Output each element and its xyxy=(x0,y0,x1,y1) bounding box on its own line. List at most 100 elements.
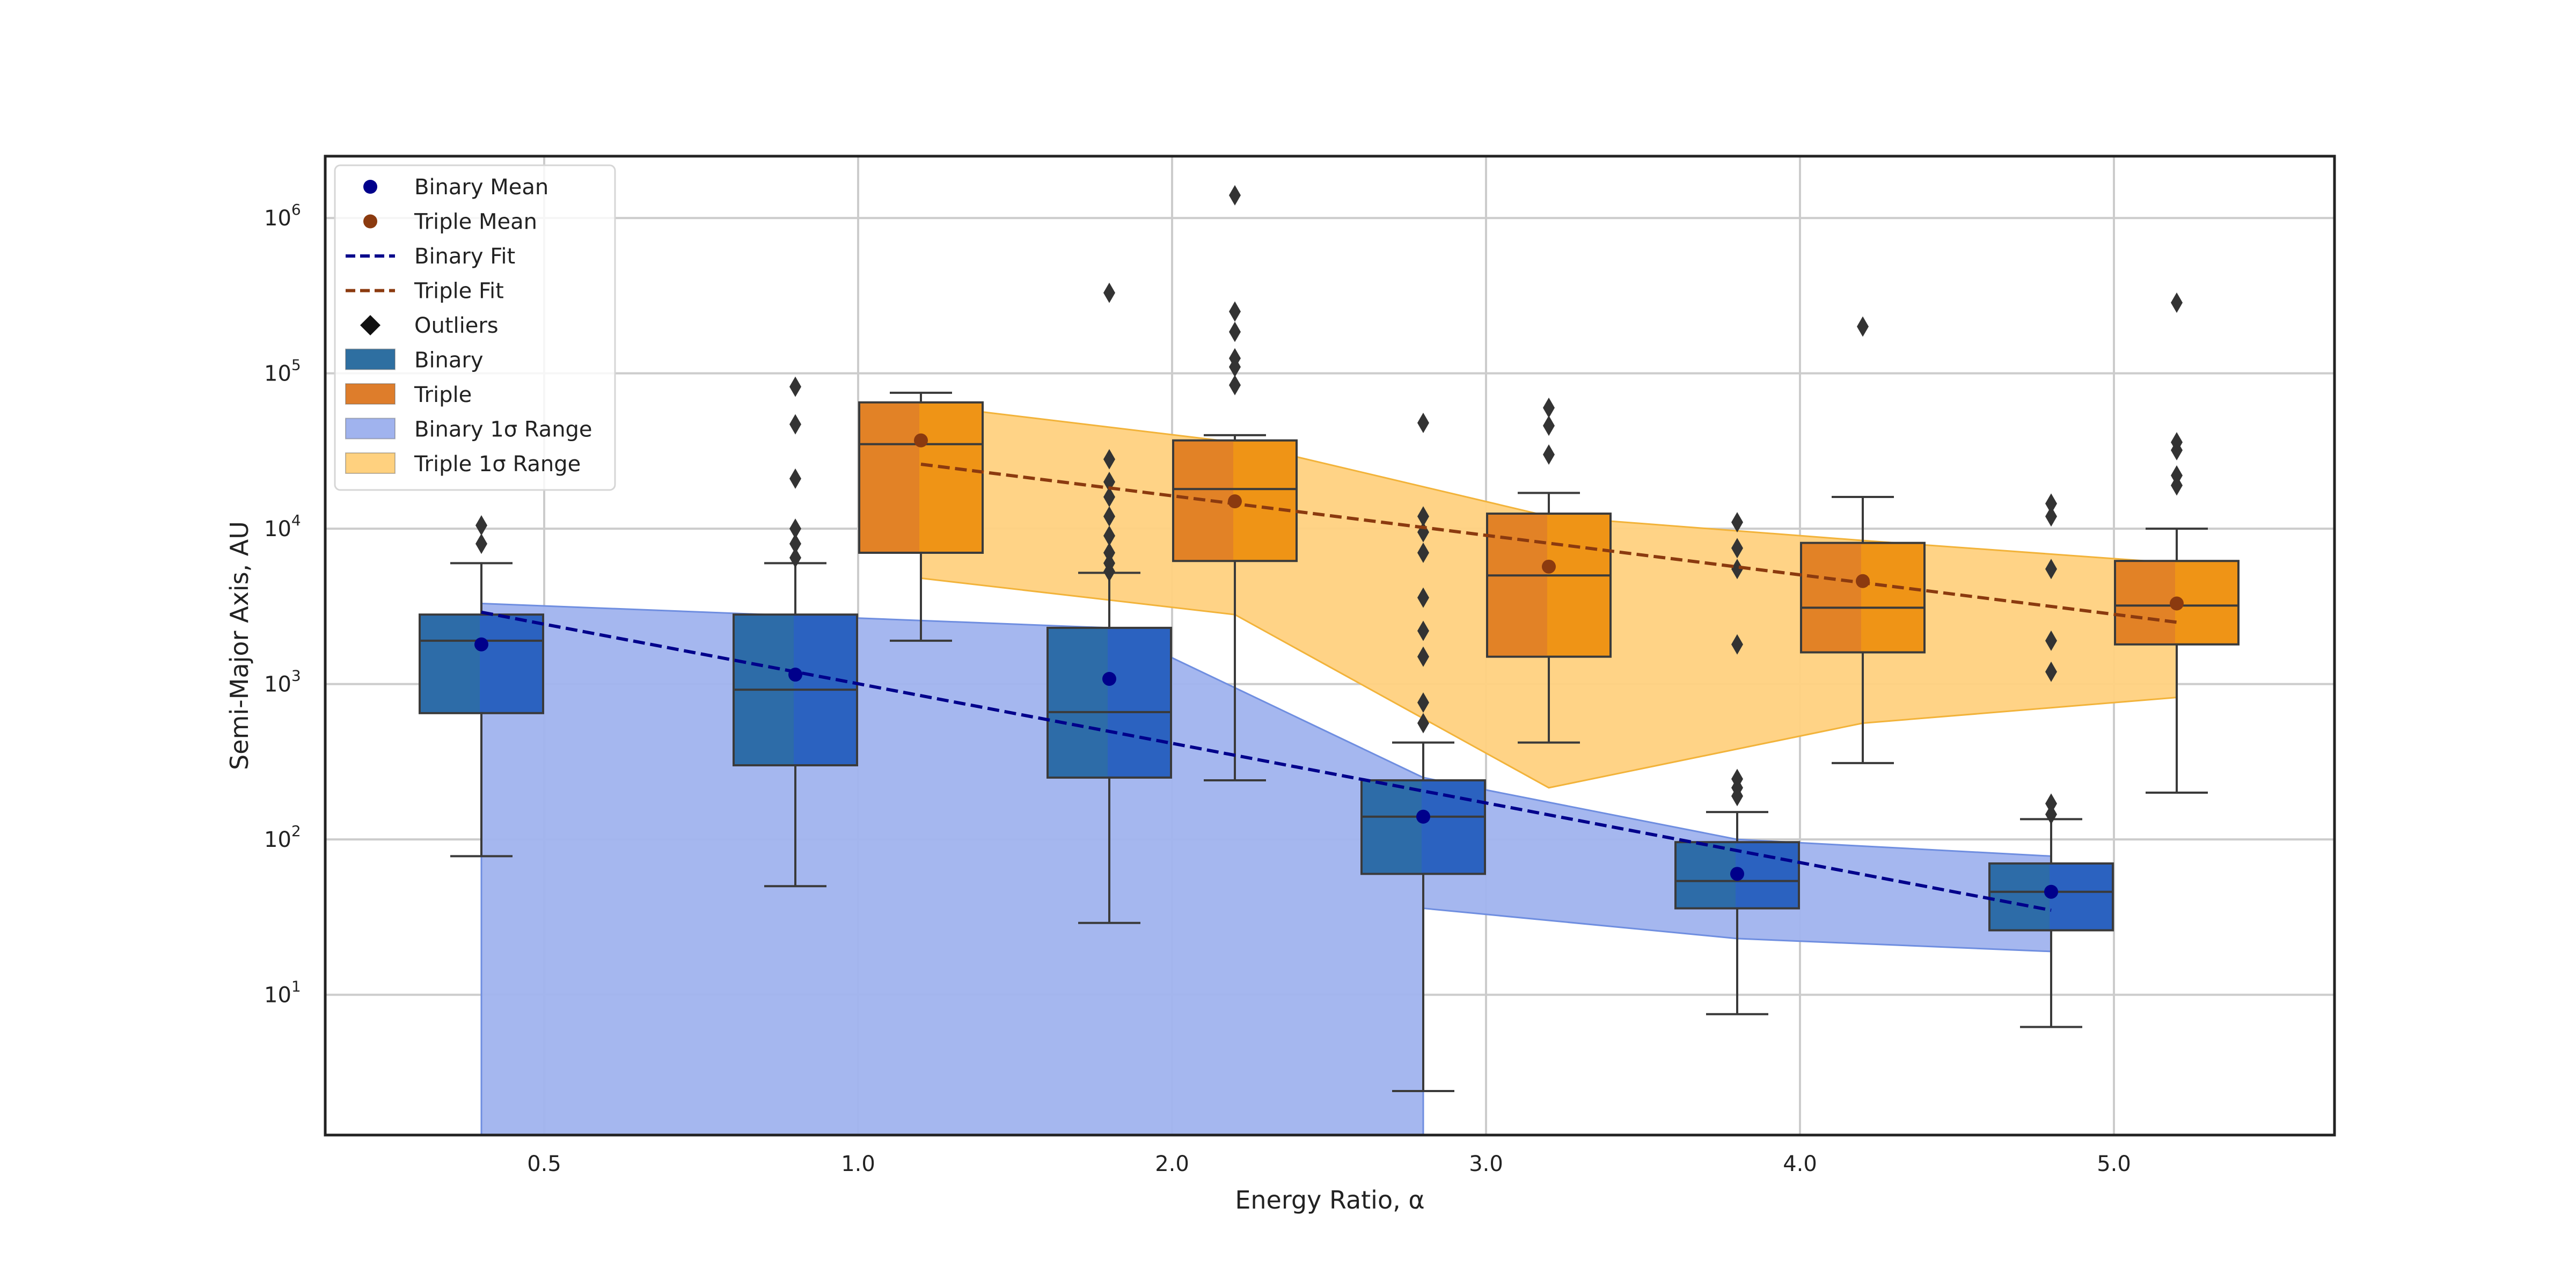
binary-outlier-marker xyxy=(1731,769,1743,789)
binary-outlier-marker xyxy=(789,376,801,397)
x-tick-label: 2.0 xyxy=(1155,1152,1189,1176)
x-tick-label: 3.0 xyxy=(1469,1152,1503,1176)
legend-label: Triple Mean xyxy=(414,210,537,235)
binary-outlier-marker xyxy=(1417,506,1429,527)
binary-outlier-marker xyxy=(2045,804,2057,825)
binary-mean-marker xyxy=(788,668,802,682)
triple-outlier-marker xyxy=(1543,415,1555,436)
triple-box-shade xyxy=(1488,515,1547,656)
legend: Binary Mean Triple Mean Binary Fit Triple F… xyxy=(334,164,616,491)
binary-outlier-marker xyxy=(789,547,801,568)
binary-outlier-marker xyxy=(1103,449,1115,470)
triple-outlier-marker xyxy=(1229,348,1241,369)
binary-outlier-marker xyxy=(475,515,487,536)
binary-outlier-marker xyxy=(789,468,801,489)
legend-label: Binary Fit xyxy=(414,244,515,269)
binary-mean-marker xyxy=(1102,671,1116,686)
plot-frame xyxy=(324,155,2336,1137)
legend-label: Binary Mean xyxy=(414,175,548,200)
x-tick-label: 0.5 xyxy=(527,1152,561,1176)
binary-box-shade xyxy=(1677,843,1736,908)
triple-outlier-marker xyxy=(1229,321,1241,342)
x-tick-label: 5.0 xyxy=(2097,1152,2131,1176)
triple-outlier-marker xyxy=(2171,432,2183,453)
legend-label: Binary xyxy=(414,348,484,373)
legend-label: Outliers xyxy=(414,313,499,338)
binary-outlier-marker xyxy=(2045,793,2057,814)
y-tick-label: 105 xyxy=(264,356,301,386)
y-tick-label: 106 xyxy=(264,201,301,231)
binary-box-group xyxy=(419,515,544,858)
legend-patch-icon xyxy=(345,348,396,370)
binary-outlier-marker xyxy=(2045,506,2057,527)
triple-outlier-marker xyxy=(1229,185,1241,206)
binary-outlier-marker xyxy=(1103,487,1115,508)
x-axis-label: Energy Ratio, α xyxy=(1235,1185,1424,1214)
legend-label: Binary 1σ Range xyxy=(414,418,592,442)
triple-outlier-marker xyxy=(1229,375,1241,396)
legend-diamond-icon xyxy=(360,315,380,335)
binary-outlier-marker xyxy=(1417,542,1429,563)
legend-patch-icon xyxy=(345,383,396,405)
binary-outlier-marker xyxy=(2045,559,2057,580)
legend-patch-icon xyxy=(345,452,396,474)
binary-outlier-marker xyxy=(1417,692,1429,713)
binary-outlier-marker xyxy=(1417,646,1429,667)
binary-outlier-marker xyxy=(2045,493,2057,514)
triple-outlier-marker xyxy=(1543,397,1555,418)
binary-outlier-marker xyxy=(1731,538,1743,559)
y-tick-label: 101 xyxy=(264,978,301,1008)
triple-mean-marker xyxy=(914,433,928,448)
x-tick-label: 1.0 xyxy=(841,1152,875,1176)
triple-mean-marker xyxy=(1542,559,1556,574)
triple-box-shade xyxy=(2116,562,2175,643)
legend-label: Triple 1σ Range xyxy=(414,452,581,477)
triple-mean-marker xyxy=(1856,574,1870,588)
y-axis-label: Semi-Major Axis, AU xyxy=(225,521,254,770)
binary-box-shade xyxy=(1049,628,1108,777)
binary-outlier-marker xyxy=(789,533,801,554)
binary-outlier-marker xyxy=(1731,512,1743,533)
mean-markers xyxy=(474,433,2184,899)
triple-outlier-marker xyxy=(1543,444,1555,465)
x-axis-ticks: 0.5 1.0 2.0 3.0 4.0 5.0 xyxy=(527,1152,2131,1176)
binary-mean-marker xyxy=(2044,884,2058,899)
binary-box-shade xyxy=(421,616,480,712)
binary-outlier-marker xyxy=(1417,587,1429,608)
triple-box-group xyxy=(858,391,984,642)
triple-outlier-marker xyxy=(2171,465,2183,486)
y-tick-label: 103 xyxy=(264,667,301,697)
binary-mean-marker xyxy=(1416,809,1430,824)
binary-outlier-marker xyxy=(1731,634,1743,655)
binary-mean-marker xyxy=(474,637,488,652)
binary-outlier-marker xyxy=(2045,661,2057,682)
binary-fit-line xyxy=(481,610,2052,912)
triple-mean-marker xyxy=(1228,494,1242,509)
binary-box-group xyxy=(1360,412,1486,1092)
triple-mean-marker xyxy=(2170,596,2184,611)
binary-outlier-marker xyxy=(1103,282,1115,303)
binary-outlier-marker xyxy=(1103,542,1115,563)
binary-outlier-marker xyxy=(1103,553,1115,574)
binary-outlier-marker xyxy=(1103,525,1115,546)
legend-dot-icon xyxy=(363,180,377,194)
legend-patch-icon xyxy=(345,418,396,440)
y-tick-label: 102 xyxy=(264,822,301,852)
triple-outlier-marker xyxy=(1229,301,1241,322)
y-tick-label: 104 xyxy=(264,511,301,541)
binary-outlier-marker xyxy=(1103,506,1115,527)
binary-box-shade xyxy=(1363,781,1422,873)
binary-outlier-marker xyxy=(475,533,487,554)
binary-outlier-marker xyxy=(1417,620,1429,641)
binary-outlier-marker xyxy=(789,518,801,539)
binary-outlier-marker xyxy=(1417,713,1429,734)
triple-box-group xyxy=(1800,316,1926,764)
legend-frame xyxy=(334,164,616,491)
binary-outlier-marker xyxy=(1731,559,1743,580)
binary-outlier-marker xyxy=(1417,412,1429,433)
triple-box-shade xyxy=(1802,544,1861,652)
binary-box-group xyxy=(1988,493,2114,1028)
triple-box-shade xyxy=(860,403,919,552)
binary-box-group xyxy=(733,376,858,888)
binary-mean-marker xyxy=(1730,867,1744,881)
